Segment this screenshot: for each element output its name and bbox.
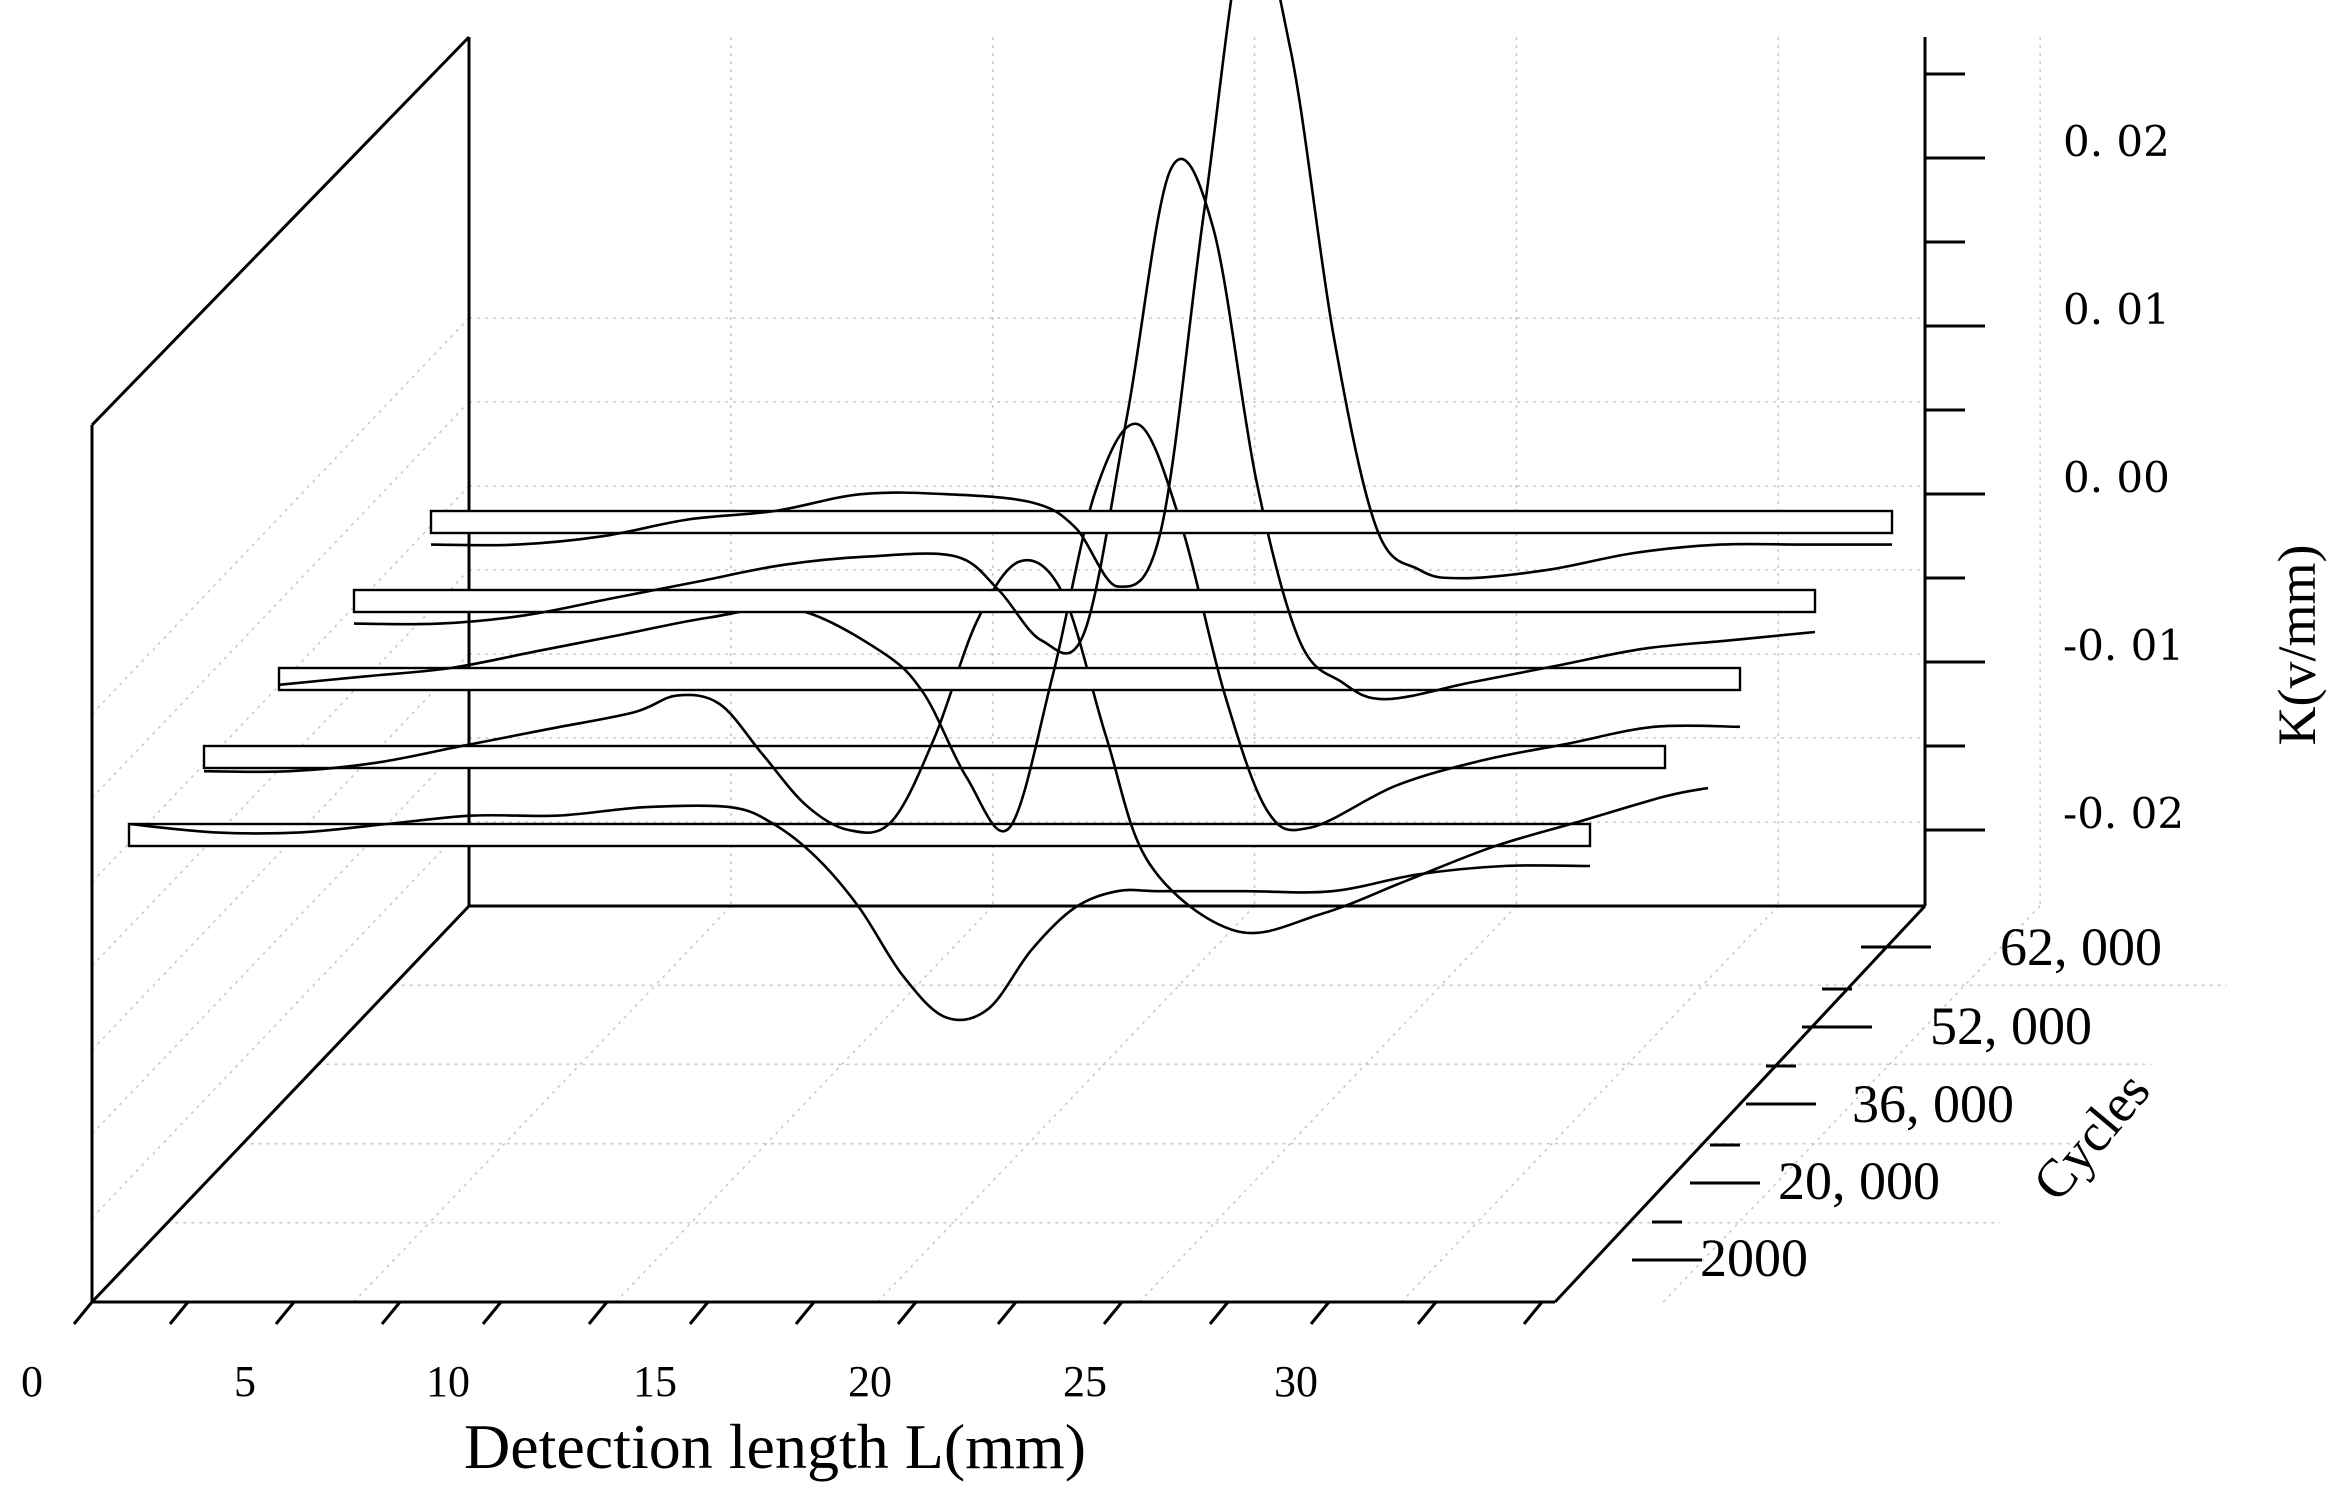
x-axis-tick xyxy=(1208,1301,1230,1325)
series-line xyxy=(353,157,1816,701)
x-axis-tick xyxy=(72,1301,94,1325)
x-axis-tick xyxy=(896,1301,918,1325)
frame-edge xyxy=(1553,904,1927,1304)
series-2000 xyxy=(127,804,1592,1022)
floor-gridline-x xyxy=(1662,905,2041,1303)
series-line xyxy=(430,0,1892,588)
x-tick-label: 20 xyxy=(848,1357,892,1406)
tick-layer: 0 5 10 15 20 25 30 0. 02 0. 01 0. 00 -0. 01 -0. 02 2… xyxy=(21,72,2184,1406)
floor-gridline-x xyxy=(877,905,1256,1303)
y-tick-label: 20, 000 xyxy=(1778,1151,1940,1211)
z-tick-label: 0. 02 xyxy=(2063,117,2170,166)
frame-layer xyxy=(90,35,1927,1304)
z-axis-title: K(v/mm) xyxy=(2267,545,2327,746)
floor-gridline-x xyxy=(615,905,994,1303)
x-axis-tick xyxy=(274,1301,296,1325)
x-axis-tick xyxy=(587,1301,609,1325)
x-tick-label: 0 xyxy=(21,1357,43,1406)
series-baseline-band xyxy=(202,744,1667,770)
z-tick-label: -0. 02 xyxy=(2063,789,2184,838)
series-36000 xyxy=(277,422,1742,833)
x-axis-tick xyxy=(688,1301,710,1325)
side-wall-gridline-y xyxy=(91,401,470,799)
x-axis-tick xyxy=(481,1301,503,1325)
x-axis-title: Detection length L(mm) xyxy=(464,1411,1086,1482)
x-axis-tick xyxy=(1522,1301,1544,1325)
series-line xyxy=(128,804,1591,1022)
x-axis-tick xyxy=(168,1301,190,1325)
series-baseline-band xyxy=(127,822,1592,848)
y-tick-label: 36, 000 xyxy=(1852,1074,2014,1134)
side-wall-gridline-y xyxy=(91,653,470,1051)
floor-gridline-x xyxy=(1138,905,1517,1303)
x-axis-tick xyxy=(380,1301,402,1325)
frame-edge xyxy=(90,904,471,1304)
x-axis-tick xyxy=(996,1301,1018,1325)
x-tick-label: 10 xyxy=(426,1357,470,1406)
series-baseline-band xyxy=(277,666,1742,692)
y-axis-title: Cycles xyxy=(2021,1061,2161,1212)
y-tick-label: 52, 000 xyxy=(1930,996,2092,1056)
x-tick-label: 15 xyxy=(633,1357,677,1406)
side-wall-gridline-y xyxy=(91,821,470,1219)
series-62000 xyxy=(429,0,1894,588)
series-layer xyxy=(127,0,1894,1022)
series-20000 xyxy=(202,558,1709,935)
series-52000 xyxy=(352,157,1817,701)
side-wall-gridline-y xyxy=(91,737,470,1135)
series-baseline-band xyxy=(352,588,1817,614)
z-tick-label: 0. 00 xyxy=(2063,453,2170,502)
y-tick-label: 2000 xyxy=(1700,1228,1808,1288)
z-tick-label: 0. 01 xyxy=(2063,285,2170,334)
x-tick-label: 30 xyxy=(1274,1357,1318,1406)
floor-gridline-x xyxy=(1400,905,1779,1303)
x-axis-tick xyxy=(1309,1301,1331,1325)
x-tick-label: 5 xyxy=(234,1357,256,1406)
x-axis-tick xyxy=(794,1301,816,1325)
frame-edge xyxy=(90,35,471,427)
y-tick-label: 62, 000 xyxy=(2000,917,2162,977)
z-tick-label: -0. 01 xyxy=(2063,621,2184,670)
side-wall-gridline-y xyxy=(91,317,470,715)
floor-gridline-x xyxy=(353,905,732,1303)
x-axis-tick xyxy=(1102,1301,1124,1325)
series-line xyxy=(278,422,1741,833)
x-axis-tick xyxy=(1416,1301,1438,1325)
x-tick-label: 25 xyxy=(1063,1357,1107,1406)
